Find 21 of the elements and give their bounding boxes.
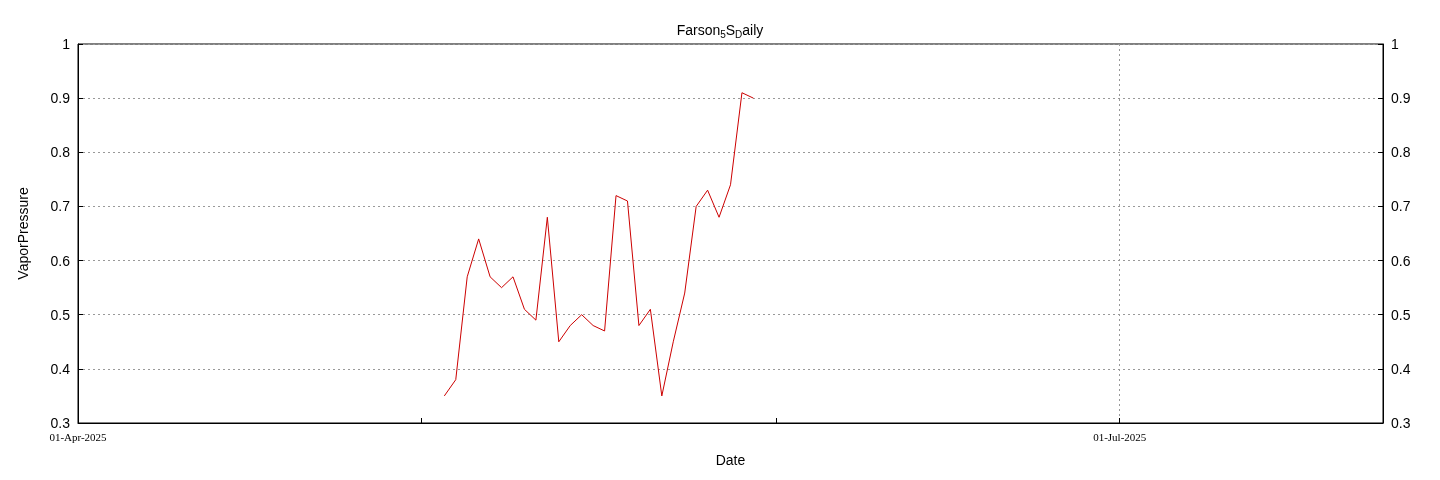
line-series [443, 92, 754, 397]
y2-tick-label: 0.4 [1391, 360, 1411, 377]
y-tick-label: 0.6 [50, 252, 71, 269]
y-axis-title: VaporPressure [15, 187, 31, 280]
y2-tick-label: 0.5 [1391, 306, 1411, 323]
x-tick-label: 01-Apr-2025 [49, 430, 108, 443]
y-tick-label: 0.4 [50, 360, 71, 377]
y-tick-label: 0.8 [50, 144, 71, 161]
y2-tick-label: 0.6 [1391, 252, 1411, 269]
x-tick-label: 01-Jul-2025 [1093, 430, 1147, 443]
y2-tick-label: 0.7 [1391, 198, 1411, 215]
y-tick-label: 0.9 [50, 90, 71, 107]
y-tick-label: 0.3 [50, 415, 71, 431]
y-tick-label: 0.7 [50, 198, 71, 215]
y2-tick-label: 1 [1391, 36, 1399, 52]
y2-tick-label: 0.9 [1391, 90, 1411, 107]
y-tick-label: 1 [62, 36, 71, 52]
y2-tick-label: 0.3 [1391, 415, 1411, 431]
y-tick-label: 0.5 [50, 306, 71, 323]
y2-tick-label: 0.8 [1391, 144, 1411, 161]
x-axis-title: Date [715, 452, 746, 468]
